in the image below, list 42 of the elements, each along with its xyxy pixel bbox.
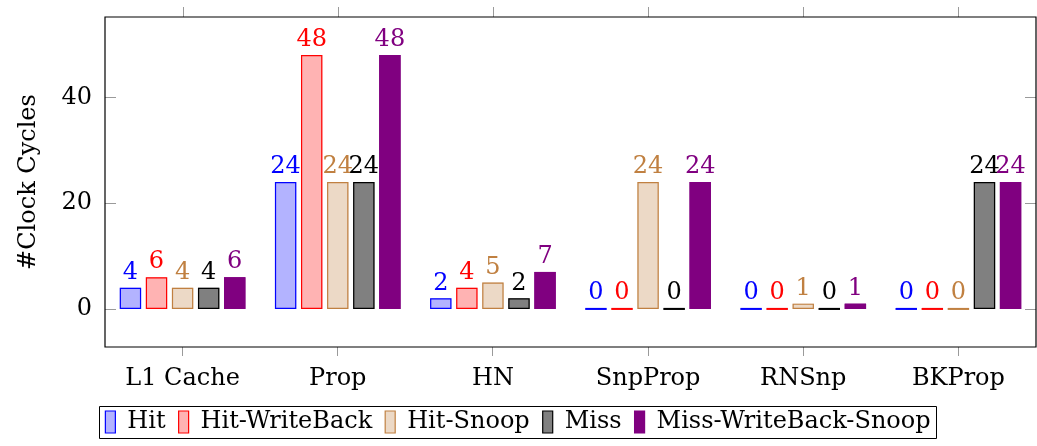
data-label: 4: [122, 257, 139, 285]
data-label: 24: [270, 151, 301, 180]
data-label: 4: [459, 257, 475, 285]
data-label: 48: [296, 24, 327, 53]
data-label: 7: [537, 241, 553, 270]
data-label: 0: [588, 277, 604, 306]
data-label: 0: [743, 277, 759, 306]
data-label: 24: [632, 151, 664, 180]
data-label: 4: [201, 257, 217, 285]
y-tick-label: 0: [76, 293, 92, 322]
data-label: 0: [898, 277, 914, 306]
data-label: 1: [847, 272, 864, 301]
data-label: 4: [174, 257, 191, 285]
data-label: 6: [227, 246, 243, 275]
legend-label: Hit-Snoop: [407, 406, 530, 435]
data-label: 2: [511, 267, 527, 296]
data-label: 0: [614, 277, 630, 306]
data-label: 0: [924, 277, 940, 306]
y-axis-title: #Clock Cycles: [12, 94, 41, 270]
data-label: 0: [950, 277, 967, 306]
data-label: 0: [666, 277, 682, 306]
y-tick-label: 40: [61, 81, 92, 110]
data-label: 24: [969, 151, 1000, 180]
data-label: 1: [795, 272, 811, 301]
x-tick-label: HN: [471, 362, 514, 391]
x-tick-label: L1 Cache: [125, 362, 240, 391]
data-label: 48: [374, 24, 406, 53]
x-tick-label: BKProp: [911, 362, 1005, 391]
data-label: 2: [433, 267, 449, 296]
data-label: 0: [769, 277, 785, 306]
legend-label: Miss: [564, 406, 622, 435]
legend-label: Hit: [127, 406, 166, 435]
x-tick-label: RNSnp: [760, 362, 847, 391]
y-tick-label: 20: [61, 187, 92, 216]
x-tick-label: Prop: [309, 362, 367, 391]
data-label: 0: [821, 277, 837, 306]
legend-label: Hit-WriteBack: [200, 406, 373, 435]
x-tick-label: SnpProp: [595, 362, 701, 391]
data-label: 6: [148, 246, 165, 275]
data-label: 24: [684, 151, 716, 180]
legend-label: Miss-WriteBack-Snoop: [656, 406, 931, 435]
data-label: 5: [485, 251, 501, 280]
